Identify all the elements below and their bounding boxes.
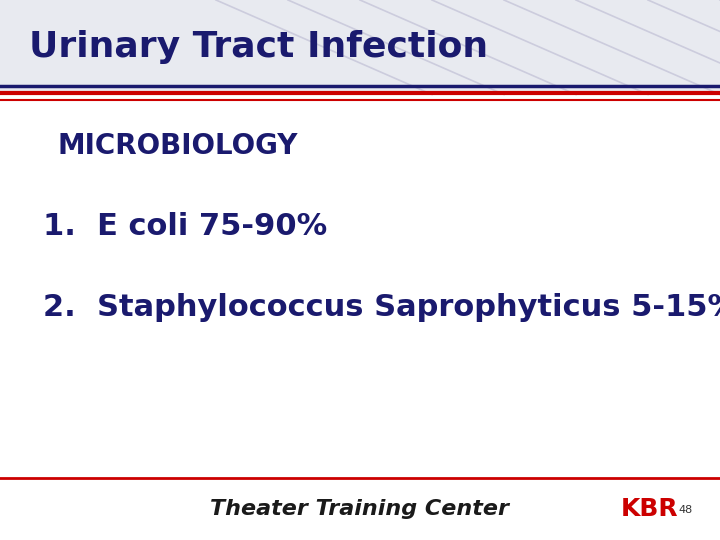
Text: 1.  E coli 75-90%: 1. E coli 75-90%: [43, 212, 328, 241]
Text: 48: 48: [678, 505, 693, 515]
Text: Theater Training Center: Theater Training Center: [210, 498, 510, 519]
FancyBboxPatch shape: [0, 0, 720, 94]
Text: 2.  Staphylococcus Saprophyticus 5-15%: 2. Staphylococcus Saprophyticus 5-15%: [43, 293, 720, 322]
Text: Urinary Tract Infection: Urinary Tract Infection: [29, 30, 488, 64]
Text: MICROBIOLOGY: MICROBIOLOGY: [58, 132, 298, 160]
Text: KBR: KBR: [621, 497, 678, 521]
